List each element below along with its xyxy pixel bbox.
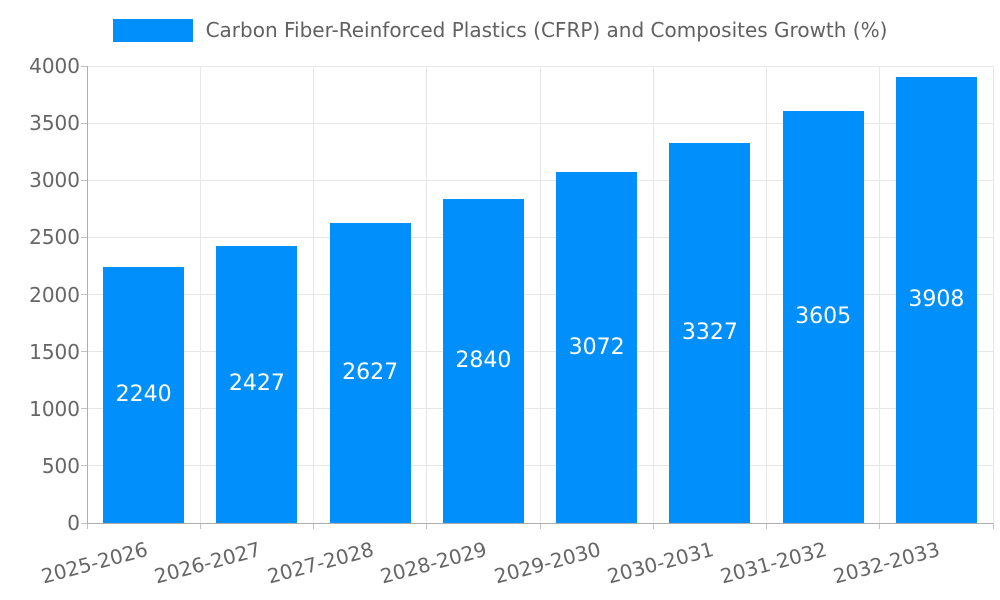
bar-value-label: 2840 [455,347,512,373]
legend-label: Carbon Fiber-Reinforced Plastics (CFRP) … [205,18,888,42]
x-tick [992,523,994,529]
bar-value-label: 2627 [342,359,399,385]
y-axis-line [86,66,88,524]
y-tick [81,465,87,467]
x-gridline [199,66,201,523]
x-gridline [992,66,994,523]
y-tick-label: 3000 [29,168,80,193]
bar-value-label: 2240 [115,382,172,408]
bar [216,245,298,523]
y-tick-label: 2000 [29,282,80,307]
bar [669,142,751,523]
x-tick-label: 2025-2026 [38,537,150,589]
x-tick [652,523,654,529]
bar [782,111,864,523]
bar-value-label: 3072 [568,334,625,360]
y-tick [81,408,87,410]
bar [103,267,185,523]
x-tick [86,523,88,529]
bar [329,222,411,523]
x-tick [539,523,541,529]
x-tick-label: 2032-2033 [831,537,943,589]
bar-value-label: 3605 [795,304,852,330]
x-gridline [766,66,767,523]
y-tick [81,351,87,353]
x-tick [199,523,201,529]
x-axis-line [87,522,993,524]
x-tick-label: 2026-2027 [151,537,264,589]
y-tick-label: 3500 [29,111,80,136]
y-tick [81,236,87,238]
y-tick [81,294,87,295]
bar-value-label: 3908 [908,286,965,312]
y-tick-label: 2500 [29,225,80,250]
x-tick-label: 2029-2030 [491,537,603,589]
x-tick-label: 2031-2032 [717,537,830,589]
x-gridline [879,66,881,523]
bar [556,172,638,523]
chart-legend[interactable]: Carbon Fiber-Reinforced Plastics (CFRP) … [0,12,1000,48]
bar [442,198,524,523]
x-gridline [313,66,314,523]
x-tick [426,523,428,529]
bar-value-label: 3327 [681,319,738,345]
y-tick-label: 1500 [29,339,80,364]
y-tick-label: 500 [41,453,80,478]
x-gridline [426,66,428,523]
x-tick-label: 2028-2029 [378,537,490,589]
y-tick [81,65,87,67]
x-tick [313,523,314,529]
x-tick [766,523,767,529]
y-tick [81,122,87,124]
y-tick-label: 1000 [29,396,80,421]
y-tick [81,179,87,181]
bar-value-label: 2427 [228,371,285,397]
x-gridline [539,66,541,523]
x-tick-label: 2027-2028 [264,537,377,589]
y-tick [81,522,87,524]
bar [895,76,977,523]
y-tick-label: 0 [67,511,80,535]
x-gridline [652,66,654,523]
x-tick-label: 2030-2031 [604,537,717,589]
y-tick-label: 4000 [29,54,80,78]
x-tick [879,523,881,529]
legend-marker-icon [112,18,193,42]
